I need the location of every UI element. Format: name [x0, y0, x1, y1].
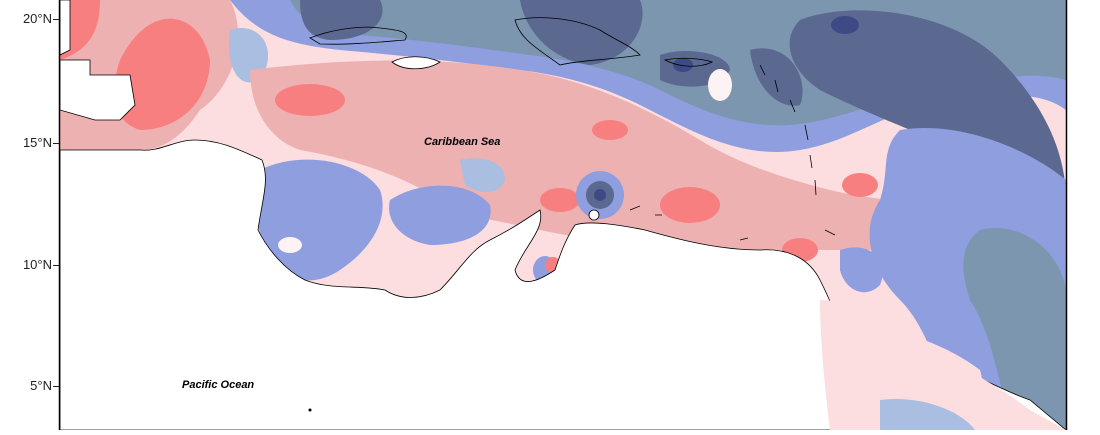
contour-strong-red-6 [842, 173, 878, 197]
contour-deepest-atlantic [831, 16, 859, 34]
contour-dark-hispaniola [520, 0, 643, 65]
contour-blue-patch-mid [460, 158, 505, 192]
contour-red-central [250, 60, 946, 250]
contour-strong-red-3 [660, 187, 720, 223]
contour-blue-patch-west [229, 28, 269, 83]
lat-tick-10n [53, 265, 59, 266]
island-aruba [588, 209, 600, 221]
label-pacific-ocean: Pacific Ocean [182, 379, 255, 391]
lat-tick-5n [53, 386, 59, 387]
contour-blue-patch-east [840, 247, 883, 293]
land-mexico-edge [60, 0, 71, 56]
contour-deepest-center [594, 189, 606, 201]
contour-strong-red-4 [540, 188, 580, 212]
contour-dark-lesser [750, 48, 803, 106]
land-shading-southeast [880, 399, 975, 430]
land-yucatan [60, 59, 136, 121]
island-pacific-dot [308, 408, 312, 412]
lat-label-20n: 20°N [22, 11, 52, 26]
island-puerto-rico [663, 57, 714, 67]
contour-neutral-small [278, 237, 302, 253]
island-cuba [309, 26, 407, 45]
islands-lesser-antilles [759, 64, 836, 236]
contour-neutral-patch [708, 69, 732, 101]
islands-leeward [629, 205, 749, 241]
contour-field [60, 0, 1066, 430]
lat-tick-20n [53, 19, 59, 20]
land-shading-guiana [820, 300, 1066, 430]
label-caribbean-sea: Caribbean Sea [424, 136, 501, 148]
contour-deepest-pr [673, 58, 693, 72]
contour-strong-red-west [60, 0, 210, 130]
contour-strong-red-2 [592, 120, 628, 140]
contour-dark-cuba [300, 0, 383, 40]
contour-blue-south-mid [389, 185, 491, 245]
lat-tick-15n [53, 143, 59, 144]
contour-bluegray-east [963, 228, 1066, 430]
island-jamaica [391, 56, 441, 70]
lat-label-15n: 15°N [22, 135, 52, 150]
lat-label-10n: 10°N [22, 257, 52, 272]
contour-strong-red-1 [275, 84, 345, 116]
island-hispaniola [514, 17, 641, 66]
lat-label-5n: 5°N [30, 378, 52, 393]
